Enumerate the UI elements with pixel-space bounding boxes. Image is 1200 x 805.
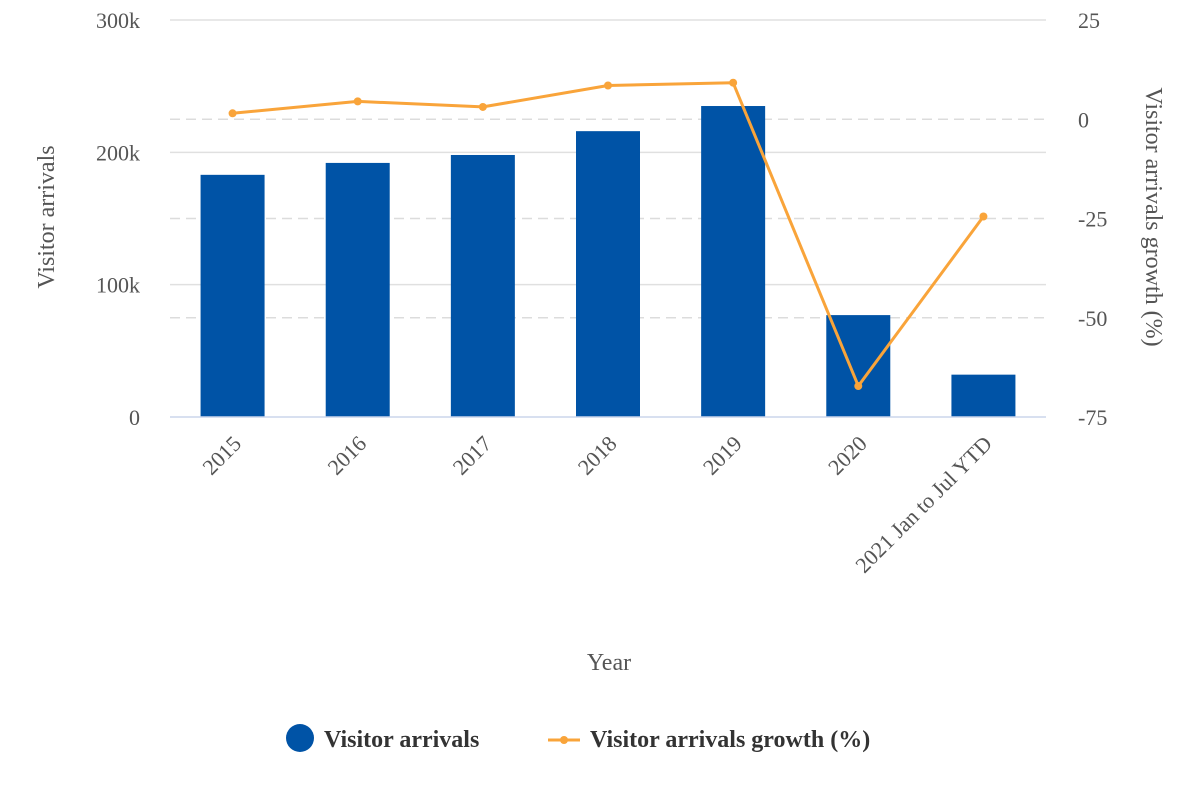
bar	[701, 106, 766, 418]
x-tick-label: 2021 Jan to Jul YTD	[850, 431, 997, 578]
growth-point	[854, 382, 863, 391]
legend-bar-marker	[286, 724, 314, 752]
bar	[951, 374, 1016, 417]
x-tick-label: 2017	[448, 431, 497, 480]
legend-item-visitor-arrivals[interactable]: Visitor arrivals	[286, 724, 479, 753]
bar	[450, 154, 515, 418]
y-tick-label: 300k	[96, 8, 140, 33]
y2-tick-label: -50	[1078, 306, 1107, 331]
y2-tick-label: 0	[1078, 107, 1089, 132]
legend-label-visitor-arrivals: Visitor arrivals	[324, 727, 479, 753]
legend-item-growth[interactable]: Visitor arrivals growth (%)	[548, 727, 870, 753]
y2-tick-label: -75	[1078, 405, 1107, 430]
bar	[325, 162, 390, 417]
legend-line-point	[560, 736, 568, 744]
y2-tick-label: -25	[1078, 207, 1107, 232]
bars-layer	[200, 106, 1016, 418]
growth-point	[604, 81, 612, 90]
legend-label-growth: Visitor arrivals growth (%)	[590, 727, 870, 753]
x-tick-label: 2016	[322, 431, 371, 480]
x-tick-label: 2019	[698, 431, 747, 480]
growth-point	[478, 102, 487, 111]
y-tick-label: 200k	[96, 140, 140, 165]
y2-axis-title: Visitor arrivals growth (%)	[1140, 87, 1166, 346]
bar	[576, 131, 640, 417]
x-tick-label: 2018	[573, 431, 622, 480]
x-axis-title: Year	[587, 650, 631, 676]
x-tick-label: 2020	[823, 431, 872, 480]
growth-point	[729, 78, 738, 87]
legend: Visitor arrivals Visitor arrivals growth…	[286, 724, 870, 753]
line-layer	[228, 78, 988, 391]
y2-tick-label: 25	[1078, 8, 1100, 33]
bar	[200, 174, 265, 417]
y-axis-title: Visitor arrivals	[34, 145, 60, 288]
growth-point	[353, 97, 362, 106]
growth-point	[228, 109, 237, 118]
x-tick-label: 2015	[197, 431, 246, 480]
growth-point	[979, 212, 988, 221]
y-tick-label: 0	[129, 405, 140, 430]
y-tick-label: 100k	[96, 273, 140, 298]
